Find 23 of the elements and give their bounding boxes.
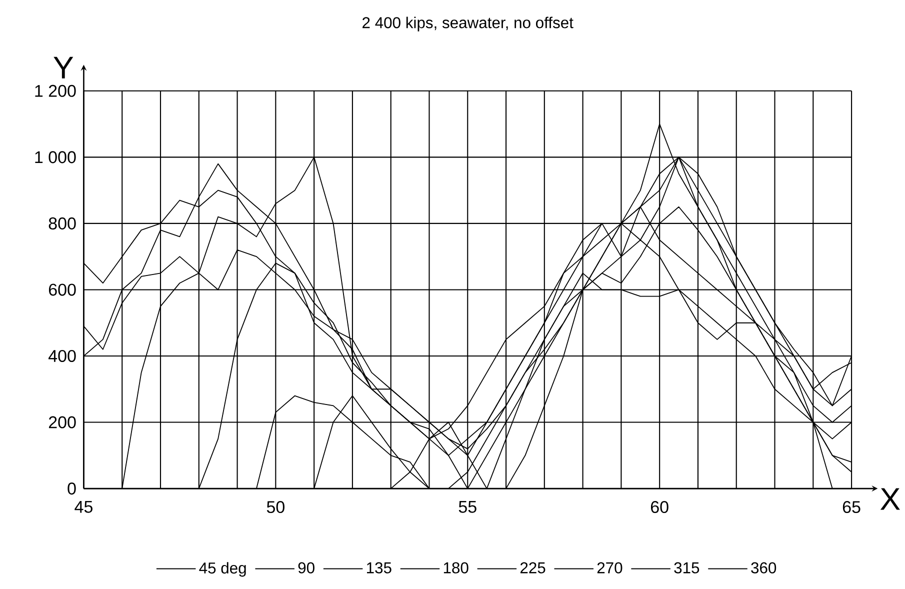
legend-label: 360 (751, 562, 776, 574)
legend-label: 315 (674, 562, 700, 574)
x-tick-label: 65 (842, 501, 860, 514)
legend-label: 90 (298, 562, 314, 574)
legend-label: 225 (520, 562, 546, 574)
x-axis-title: X (880, 488, 900, 510)
x-tick-label: 55 (458, 501, 476, 514)
y-tick-label: 800 (48, 218, 76, 230)
y-tick-label: 600 (48, 284, 76, 296)
y-tick-label: 0 (68, 482, 76, 495)
y-tick-label: 200 (48, 416, 76, 428)
x-tick-label: 45 (74, 501, 92, 514)
legend-label: 45 deg (199, 562, 246, 577)
legend-label: 135 (367, 562, 392, 574)
legend-label: 270 (597, 562, 622, 574)
x-tick-label: 50 (266, 501, 284, 514)
chart-title: 2 400 kips, seawater, no offset (362, 16, 574, 32)
x-tick-label: 60 (650, 501, 668, 514)
y-axis-title: Y (54, 57, 74, 79)
y-tick-label: 400 (48, 350, 76, 362)
legend-label: 180 (444, 562, 468, 574)
y-tick-label: 1 200 (35, 85, 76, 98)
y-tick-label: 1 000 (35, 151, 76, 164)
